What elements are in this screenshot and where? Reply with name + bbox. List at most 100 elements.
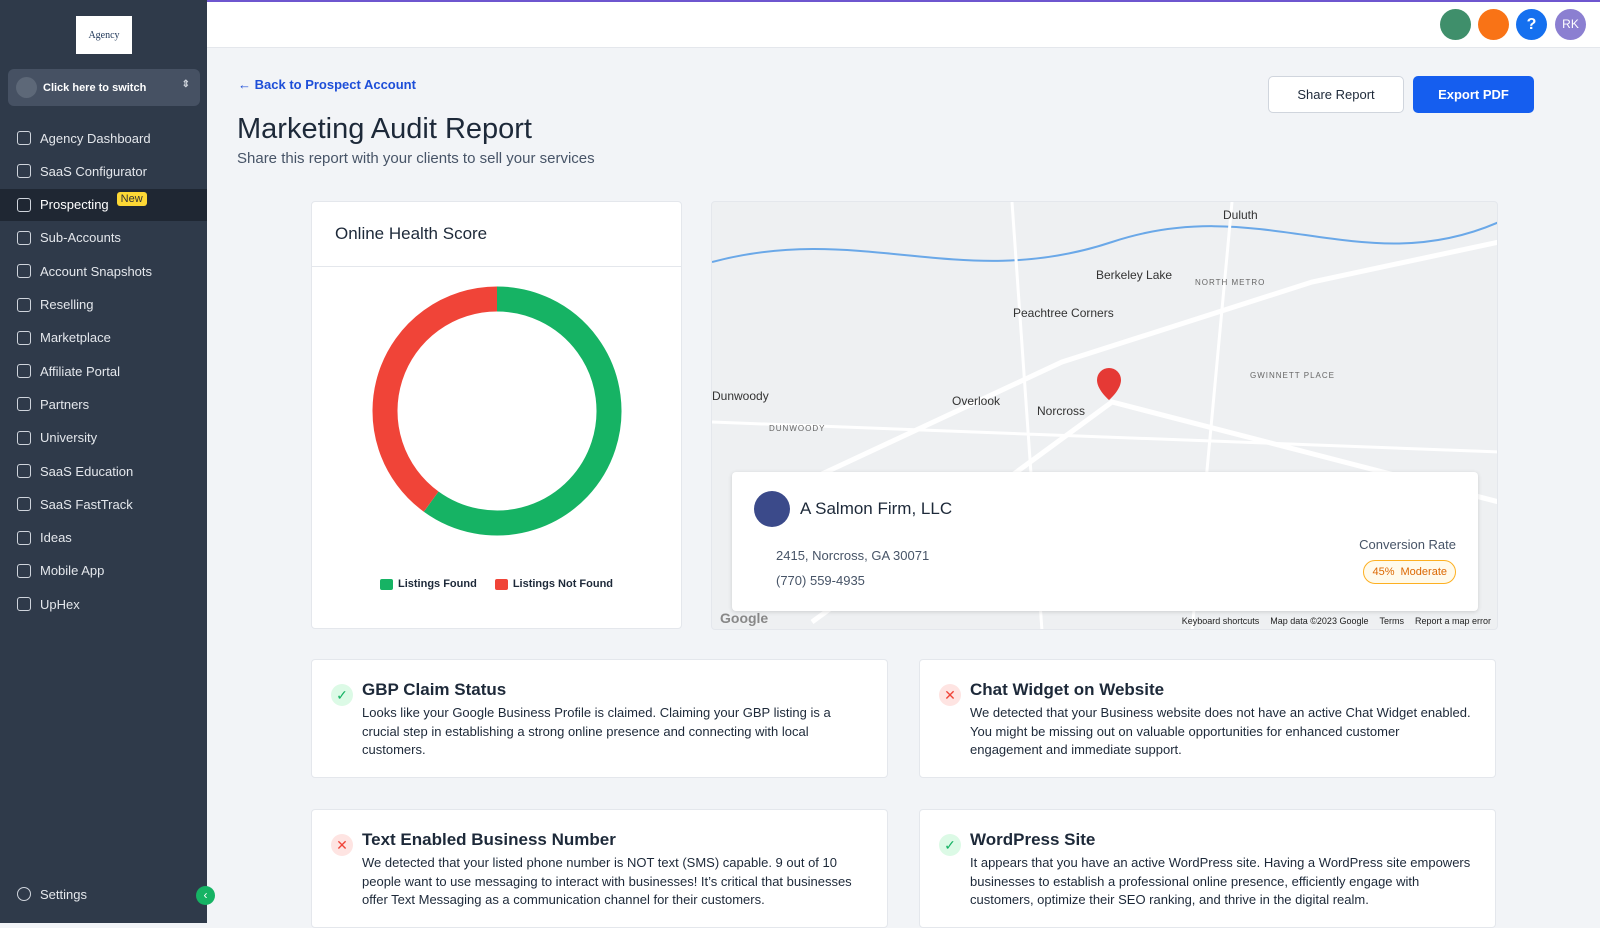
nav-label: Prospecting xyxy=(40,197,109,213)
phone: (770) 559-4935 xyxy=(776,573,865,588)
nav-item[interactable]: Reselling xyxy=(0,289,207,321)
legend-label: Listings Not Found xyxy=(512,578,614,590)
card-title: Text Enabled Business Number xyxy=(362,830,616,849)
nav-icon xyxy=(17,597,31,612)
switcher-text: Click here to switch xyxy=(43,81,147,94)
back-text: Back to Prospect Account xyxy=(254,77,416,92)
status-icon: ✕ xyxy=(939,684,961,706)
nav-icon xyxy=(17,131,31,145)
donut-segment xyxy=(372,286,498,512)
map-label: DUNWOODY xyxy=(769,424,826,433)
card-title: Chat Widget on Website xyxy=(970,680,1165,699)
card-title: WordPress Site xyxy=(970,830,1096,849)
nav-label: SaaS Education xyxy=(40,463,134,479)
share-button[interactable]: Share Report xyxy=(1268,76,1404,113)
back-link[interactable]: ← Back to Prospect Account xyxy=(238,77,416,92)
business-icon xyxy=(754,491,790,527)
nav-label: Partners xyxy=(40,396,90,412)
map-logo: Google xyxy=(720,610,769,626)
nav-icon xyxy=(17,497,31,512)
header: ? RK xyxy=(207,2,1600,48)
nav-label: UpHex xyxy=(40,596,80,612)
account-switcher[interactable]: Click here to switch ⇕ xyxy=(8,69,200,106)
card-text: We detected that your listed phone numbe… xyxy=(362,855,852,907)
nav-item[interactable]: SaaS Configurator xyxy=(0,155,207,187)
nav-item[interactable]: UpHex xyxy=(0,588,207,620)
nav-label: Marketplace xyxy=(40,330,111,346)
nav-icon xyxy=(17,297,31,312)
rate: 45% xyxy=(1372,566,1395,578)
collapse-button[interactable]: ‹ xyxy=(196,886,215,905)
nav-label: University xyxy=(40,430,98,446)
nav-icon xyxy=(17,364,31,379)
map-footer-item[interactable]: Keyboard shortcuts xyxy=(1181,616,1260,626)
check-card: ✕ Text Enabled Business Number We detected… xyxy=(311,809,888,928)
legend-swatch xyxy=(379,578,393,590)
nav-item[interactable]: Affiliate Portal xyxy=(0,355,207,387)
avatar[interactable]: RK xyxy=(1555,9,1586,40)
nav-icon xyxy=(17,330,31,345)
nav-item[interactable]: Settings xyxy=(0,878,207,910)
nav-label: Agency Dashboard xyxy=(40,130,151,146)
help[interactable]: ? xyxy=(1516,9,1547,40)
nav-label: Reselling xyxy=(40,297,94,312)
status-icon: ✓ xyxy=(939,834,961,856)
nav-label: SaaS FastTrack xyxy=(40,496,133,512)
business-name: A Salmon Firm, LLC xyxy=(800,499,953,518)
nav-label: Ideas xyxy=(40,530,72,546)
nav-item[interactable]: Marketplace xyxy=(0,322,207,354)
nav-icon xyxy=(17,430,31,445)
status-icon: ✓ xyxy=(331,684,353,706)
map-label: Norcross xyxy=(1037,404,1086,418)
card-text: Looks like your Google Business Profile … xyxy=(362,705,831,757)
nav-item[interactable]: Mobile App xyxy=(0,555,207,587)
map-label: Berkeley Lake xyxy=(1096,268,1173,282)
nav-label: SaaS Configurator xyxy=(40,163,147,179)
nav-label: Account Snapshots xyxy=(40,263,153,279)
nav-item[interactable]: Agency Dashboard xyxy=(0,122,207,154)
nav-icon xyxy=(17,464,31,478)
nav-item[interactable]: Partners xyxy=(0,388,207,420)
export-button[interactable]: Export PDF xyxy=(1413,76,1534,113)
nav-item[interactable]: SaaS FastTrack xyxy=(0,488,207,520)
address: 2415, Norcross, GA 30071 xyxy=(776,548,930,563)
map-footer-item[interactable]: Terms xyxy=(1379,616,1404,626)
check-card: ✓ GBP Claim Status Looks like your Google … xyxy=(311,659,888,778)
nav-item[interactable]: SaaS Education xyxy=(0,455,207,487)
nav-item[interactable]: Ideas xyxy=(0,522,207,554)
export-text: Export PDF xyxy=(1438,87,1509,102)
announcements[interactable] xyxy=(1440,9,1471,40)
nav-item[interactable]: Sub-Accounts xyxy=(0,222,207,254)
nav-item[interactable]: University xyxy=(0,422,207,454)
business-card: A Salmon Firm, LLC 2415, Norcross, GA 30… xyxy=(732,472,1478,611)
nav-icon xyxy=(17,264,31,279)
notifications[interactable] xyxy=(1478,9,1509,40)
check-card: ✓ WordPress Site It appears that you have … xyxy=(919,809,1496,928)
nav-item[interactable]: Account Snapshots xyxy=(0,255,207,287)
panel-title: Online Health Score xyxy=(335,224,488,243)
nav-label: Mobile App xyxy=(40,563,105,579)
map-label: GWINNETT PLACE xyxy=(1250,371,1335,380)
legend-label: Listings Found xyxy=(397,578,477,590)
nav-icon xyxy=(17,164,31,179)
map: Duluth Berkeley Lake NORTH METRO Peachtree … xyxy=(711,201,1498,630)
map-footer: Keyboard shortcuts Map data ©2023 Google T… xyxy=(1182,616,1491,626)
nav-item[interactable]: Prospecting New xyxy=(0,188,207,221)
map-footer-item[interactable]: Map data ©2023 Google xyxy=(1270,616,1369,626)
map-label: NORTH METRO xyxy=(1195,278,1266,287)
check-card: ✕ Chat Widget on Website We detected that … xyxy=(919,659,1496,778)
nav-label: Settings xyxy=(40,886,87,902)
card-text: It appears that you have an active WordP… xyxy=(970,855,1471,907)
logo[interactable]: Agency xyxy=(76,16,132,54)
nav-icon xyxy=(17,397,31,412)
nav-icon xyxy=(17,563,31,578)
legend-item: Listings Not Found xyxy=(494,578,614,590)
map-label: Peachtree Corners xyxy=(1013,306,1114,320)
badge: New xyxy=(116,191,147,206)
health-panel: Online Health Score Listings Found Listin… xyxy=(311,201,682,629)
donut-segment xyxy=(423,286,622,536)
sidebar: Agency Click here to switch ⇕ Agency Dash… xyxy=(0,0,215,923)
nav-icon xyxy=(17,530,31,545)
map-footer-item[interactable]: Report a map error xyxy=(1414,616,1491,626)
